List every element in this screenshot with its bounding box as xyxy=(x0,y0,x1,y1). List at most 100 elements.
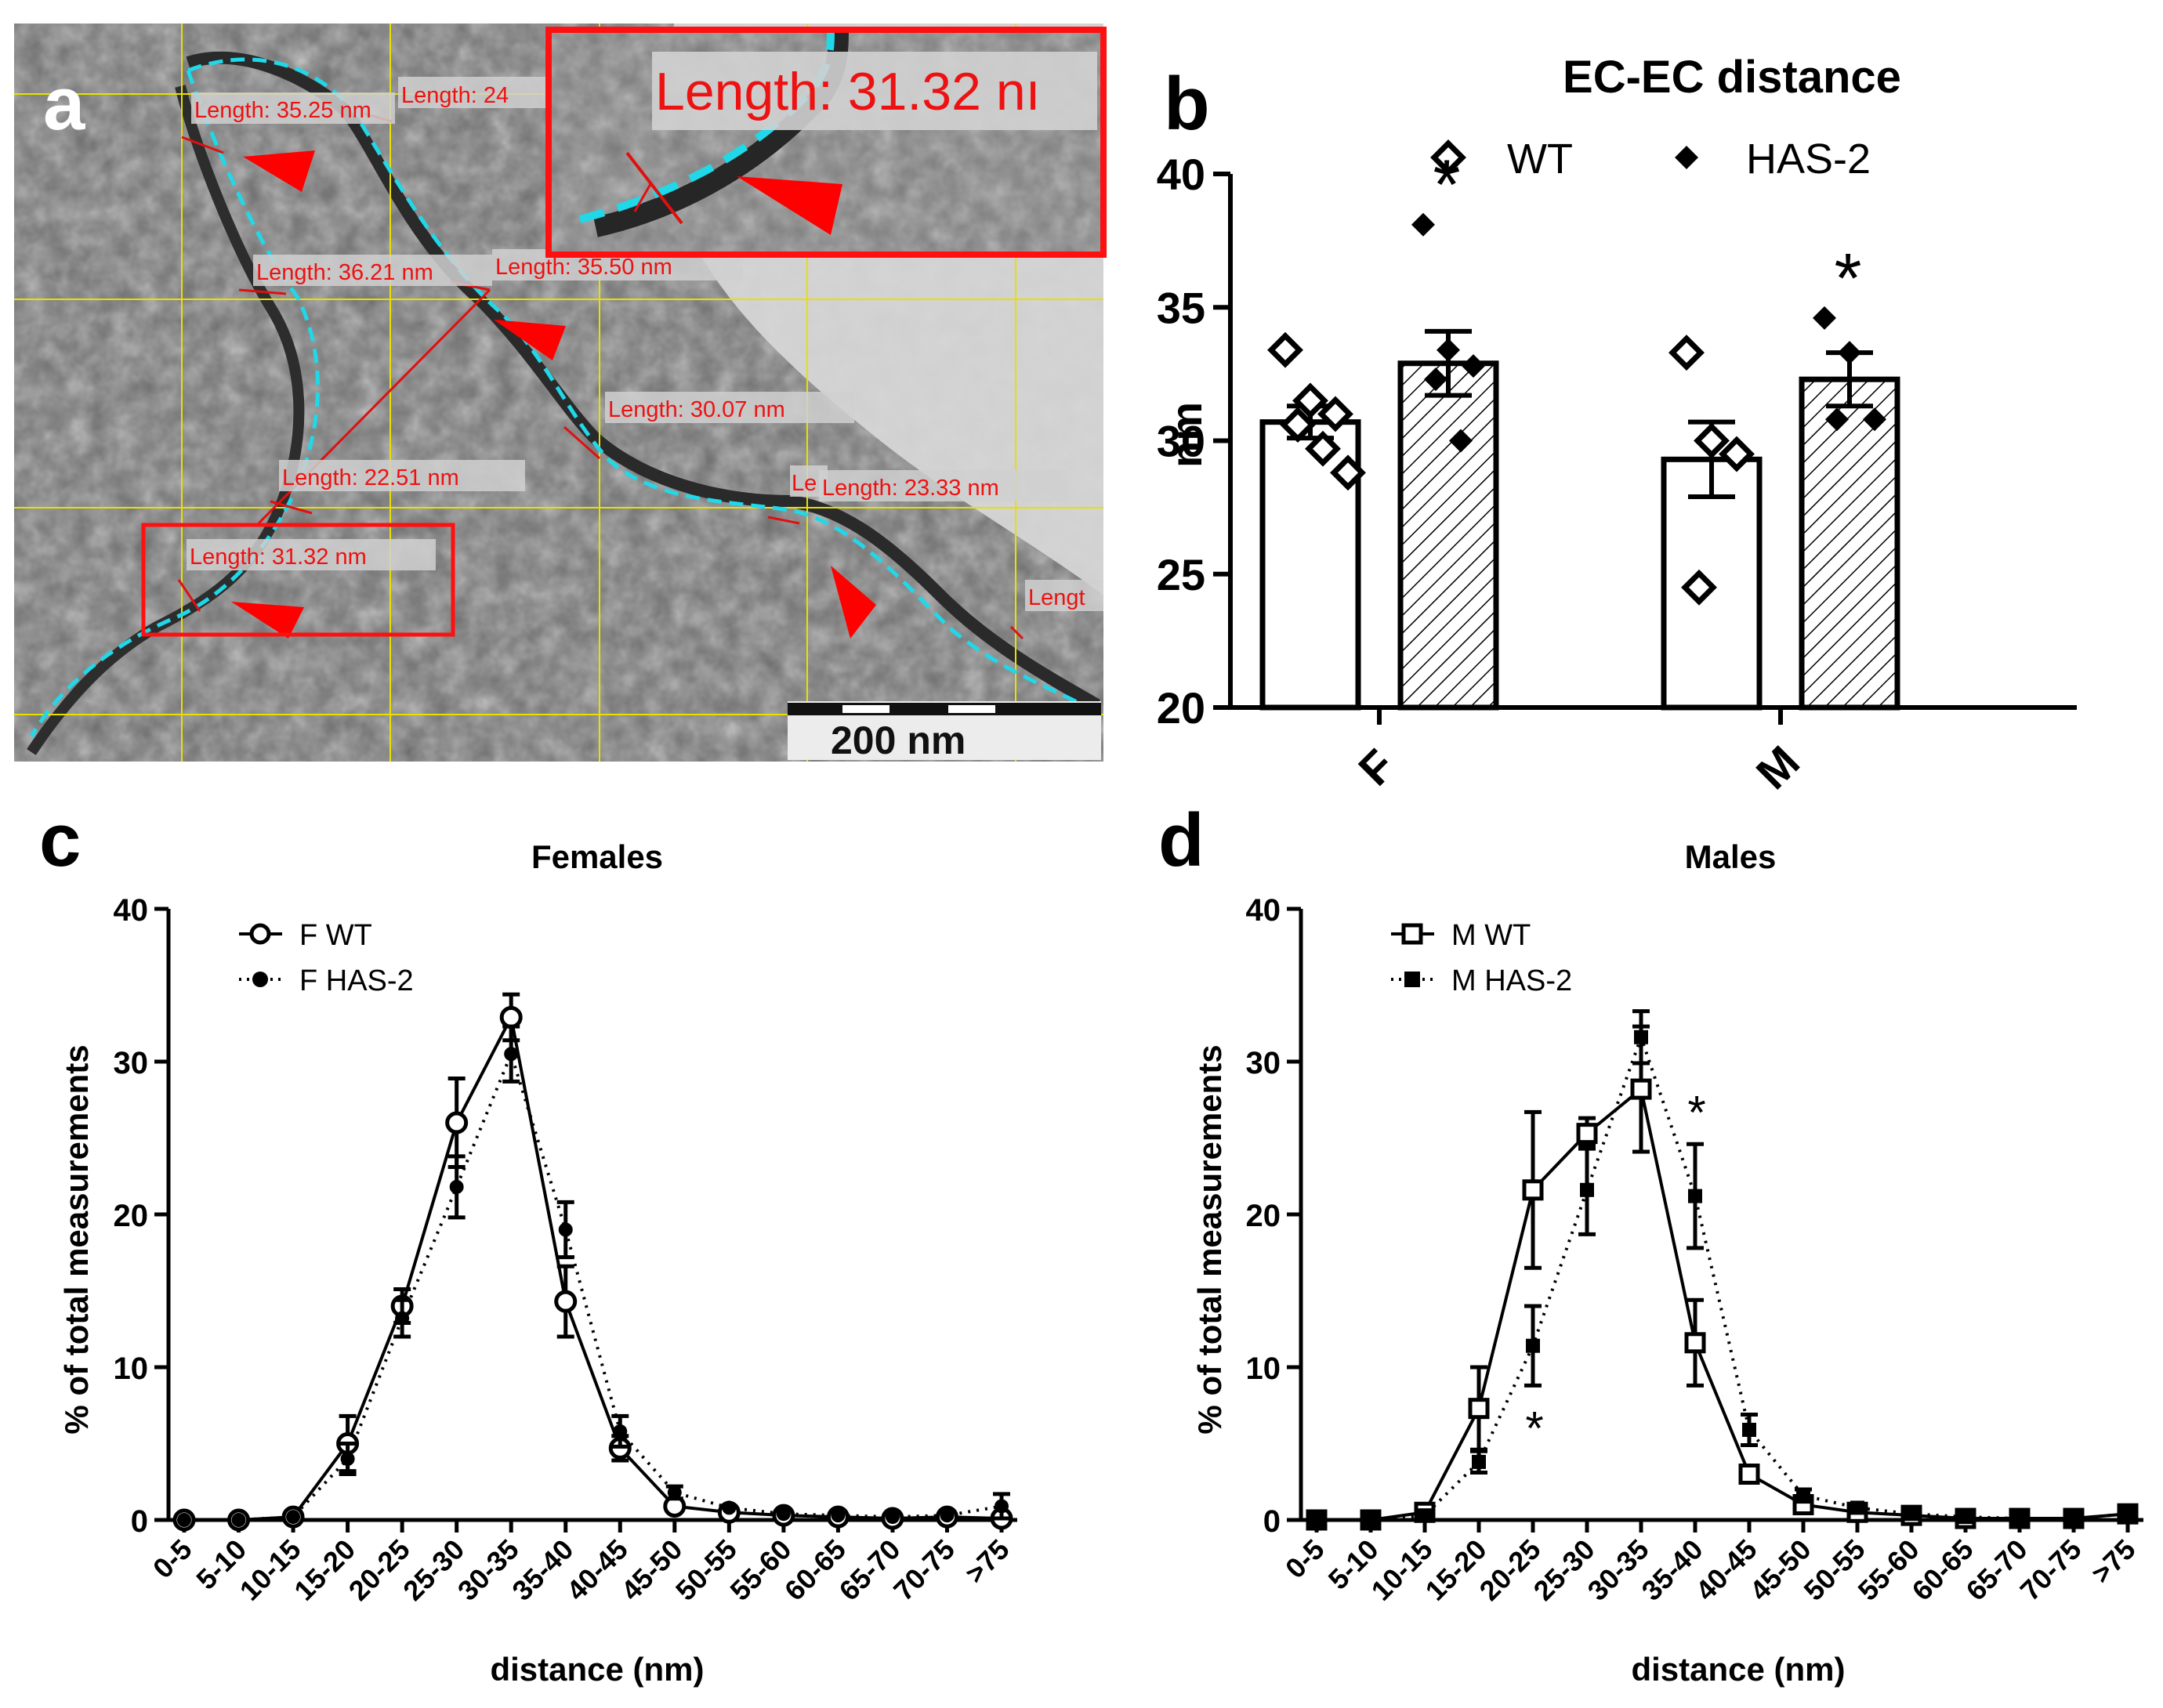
xtick-label: 40-45 xyxy=(560,1533,634,1607)
data-point xyxy=(1526,1338,1540,1353)
series-line xyxy=(1317,1032,2129,1522)
arrowheads xyxy=(231,150,876,639)
data-point xyxy=(1863,407,1886,432)
data-point xyxy=(1630,1078,1652,1100)
chart-b-xtick-label: F xyxy=(1349,740,1404,795)
data-point xyxy=(554,1290,578,1313)
measurement-label-4: Length: 35.50 nm xyxy=(495,255,672,280)
arrowhead-2 xyxy=(494,320,566,360)
xtick-label: 70-75 xyxy=(887,1533,961,1607)
membrane-lower xyxy=(27,85,305,755)
inset-label: Length: 31.32 nı xyxy=(655,62,1041,121)
arrowhead-4 xyxy=(231,602,304,639)
data-point xyxy=(1364,1513,1378,1527)
data-point xyxy=(395,1311,410,1326)
chart-c-xlabel: distance (nm) xyxy=(490,1651,704,1688)
chart-b-legend: WT HAS-2 xyxy=(1430,136,1871,183)
data-point xyxy=(1292,382,1328,419)
scale-bar-label: 200 nm xyxy=(831,718,966,762)
legend-mhas2-marker xyxy=(1404,972,1420,987)
panel-b-bar-chart: b EC-EC distance WT HAS-2 nm 20 25 30 35 40 F… xyxy=(1157,52,2077,799)
xtick-label: 25-30 xyxy=(1527,1533,1601,1607)
xtick-label: 70-75 xyxy=(2014,1533,2088,1607)
chart-b-ytick-label: 25 xyxy=(1157,550,1205,599)
data-point xyxy=(1738,1464,1760,1485)
measurement-label-5: Length: 30.07 nm xyxy=(608,397,785,422)
measurement-label-2: Length: 24 xyxy=(401,83,509,108)
xtick-label: 15-20 xyxy=(288,1533,361,1607)
data-point xyxy=(885,1510,900,1525)
ytick-label: 40 xyxy=(114,893,149,928)
xtick-label: 65-70 xyxy=(832,1533,906,1607)
ytick-label: 30 xyxy=(1246,1046,1281,1080)
legend-fwt-marker xyxy=(249,923,271,945)
chart-c-title: Females xyxy=(531,838,663,875)
xtick-label: 55-60 xyxy=(723,1533,797,1607)
data-point xyxy=(177,1513,191,1527)
xtick-label: 60-65 xyxy=(1906,1533,1980,1607)
legend-wt-marker xyxy=(1430,139,1466,176)
panel-label-d: d xyxy=(1158,799,1205,882)
measurement-label-9: Length: 31.32 nm xyxy=(190,545,367,570)
xtick-label: 0-5 xyxy=(1279,1533,1331,1585)
xtick-label: 10-15 xyxy=(1365,1533,1439,1607)
chart-b-ylabel: nm xyxy=(1161,402,1211,468)
chart-c-ylabel: % of total measurements xyxy=(58,1044,95,1434)
highlight-box xyxy=(141,523,455,637)
xtick-label: 60-65 xyxy=(778,1533,852,1607)
data-point xyxy=(2013,1511,2027,1526)
ytick-label: 20 xyxy=(114,1199,149,1233)
data-point xyxy=(1437,338,1460,362)
xtick-label: 15-20 xyxy=(1419,1533,1493,1607)
scale-bar: 200 nm xyxy=(788,701,1101,762)
series-line xyxy=(1317,1086,2129,1522)
measurement-label-3: Length: 36.21 nm xyxy=(256,260,433,285)
xtick-label: 20-25 xyxy=(1473,1533,1547,1607)
bar xyxy=(1799,376,1900,711)
chart-b-ytick-label: 20 xyxy=(1157,683,1205,733)
data-point xyxy=(1522,1179,1544,1201)
legend-mwt-label: M WT xyxy=(1451,919,1531,952)
data-point xyxy=(1904,1507,1918,1522)
data-point xyxy=(1838,341,1861,365)
data-point xyxy=(831,1508,846,1523)
chart-b-title: EC-EC distance xyxy=(1563,52,1901,103)
data-point xyxy=(1418,1508,1432,1523)
data-point xyxy=(1634,1030,1648,1044)
data-point xyxy=(1468,1398,1490,1420)
significance-star: * xyxy=(1834,240,1861,318)
xtick-label: 30-35 xyxy=(1581,1533,1655,1607)
data-point xyxy=(722,1500,737,1515)
data-point xyxy=(499,1005,523,1029)
data-point xyxy=(1684,1332,1706,1354)
measurement-label-10: Lengt xyxy=(1028,585,1085,610)
data-point xyxy=(231,1513,246,1527)
panel-label-a: a xyxy=(43,62,85,146)
panel-d-line-chart: d Males M WT M HAS-2 % of total measurem… xyxy=(1158,799,2143,1688)
data-point xyxy=(1424,367,1447,392)
measurement-label-8: Length: 23.33 nm xyxy=(822,476,999,501)
xtick-label: 40-45 xyxy=(1690,1533,1763,1607)
ytick-label: 20 xyxy=(1246,1199,1281,1233)
data-point xyxy=(1796,1488,1810,1503)
xtick-label: 65-70 xyxy=(1960,1533,2034,1607)
significance-star: * xyxy=(1687,1086,1705,1138)
xtick-label: 35-40 xyxy=(1636,1533,1709,1607)
panel-c-line-chart: c Females F WT F HAS-2 % of total measur… xyxy=(39,799,1017,1688)
data-point xyxy=(1681,569,1717,606)
xtick-label: 10-15 xyxy=(234,1533,307,1607)
data-point xyxy=(504,1047,519,1062)
data-point xyxy=(1813,306,1836,330)
xtick-label: 35-40 xyxy=(505,1533,579,1607)
data-point xyxy=(613,1424,628,1438)
xtick-label: >75 xyxy=(2085,1533,2141,1590)
ytick-label: 40 xyxy=(1246,893,1281,928)
xtick-label: 45-50 xyxy=(614,1533,688,1607)
xtick-label: 50-55 xyxy=(1798,1533,1871,1607)
legend-fwt-label: F WT xyxy=(299,919,372,952)
series-line xyxy=(184,1049,1002,1522)
data-point xyxy=(1449,429,1473,453)
data-point xyxy=(1411,212,1435,237)
ytick-label: 30 xyxy=(114,1046,149,1080)
chart-c-legend: F WT F HAS-2 xyxy=(239,919,414,997)
